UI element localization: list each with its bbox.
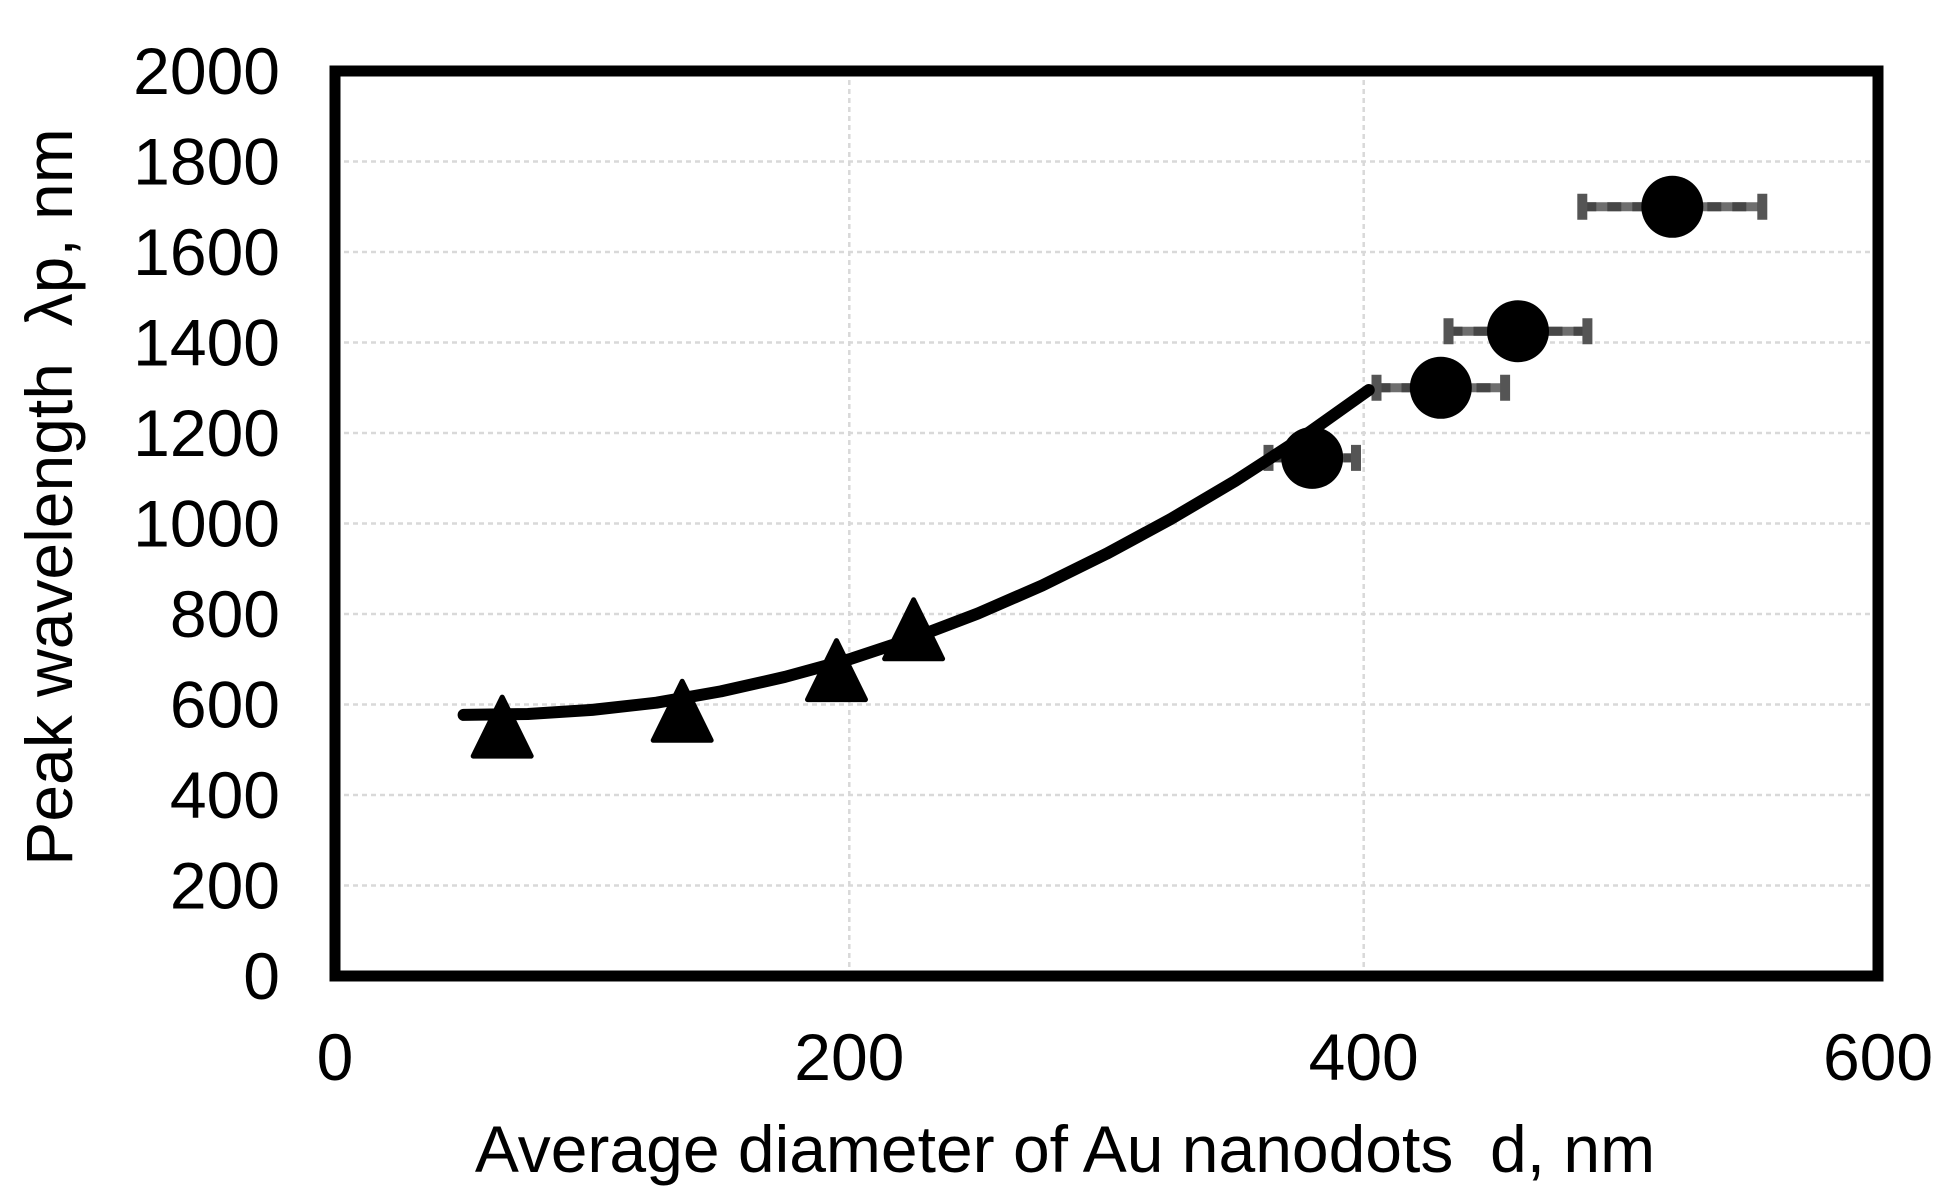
triangle-marker [470,694,534,759]
triangle-marker [650,678,714,743]
x-tick-label: 400 [1309,1020,1419,1094]
y-tick-label: 1400 [133,306,280,380]
y-tick-label: 0 [243,939,280,1013]
circle-marker [1487,300,1549,363]
circle-marker [1641,175,1704,238]
fit-curve [457,384,1375,721]
plot-border [329,65,1884,982]
gridlines [335,71,1878,976]
y-tick-label: 200 [170,849,280,923]
y-tick-label: 1600 [133,215,280,289]
circle-marker [1281,426,1344,489]
triangle-marker [805,638,868,703]
tick-labels: 0 200 400 600 0 200 400 600 800 1000 1200 1400 1600 1… [133,34,1933,1094]
x-axis-title: Average diameter of Au nanodots d, nm [475,1112,1655,1186]
y-tick-label: 1800 [133,125,280,199]
x-tick-label: 200 [794,1020,904,1094]
y-tick-label: 1000 [133,487,280,561]
circle-marker [1409,356,1472,419]
y-tick-label: 800 [170,577,280,651]
y-tick-label: 2000 [133,34,280,108]
data-layer [457,175,1768,759]
y-tick-label: 600 [170,668,280,742]
triangle-marker [882,597,946,662]
x-tick-label: 0 [317,1020,354,1094]
y-axis-title: Peak wavelength λp, nm [12,128,86,865]
x-tick-label: 600 [1823,1020,1933,1094]
y-tick-label: 1200 [133,396,280,470]
y-tick-label: 400 [170,758,280,832]
